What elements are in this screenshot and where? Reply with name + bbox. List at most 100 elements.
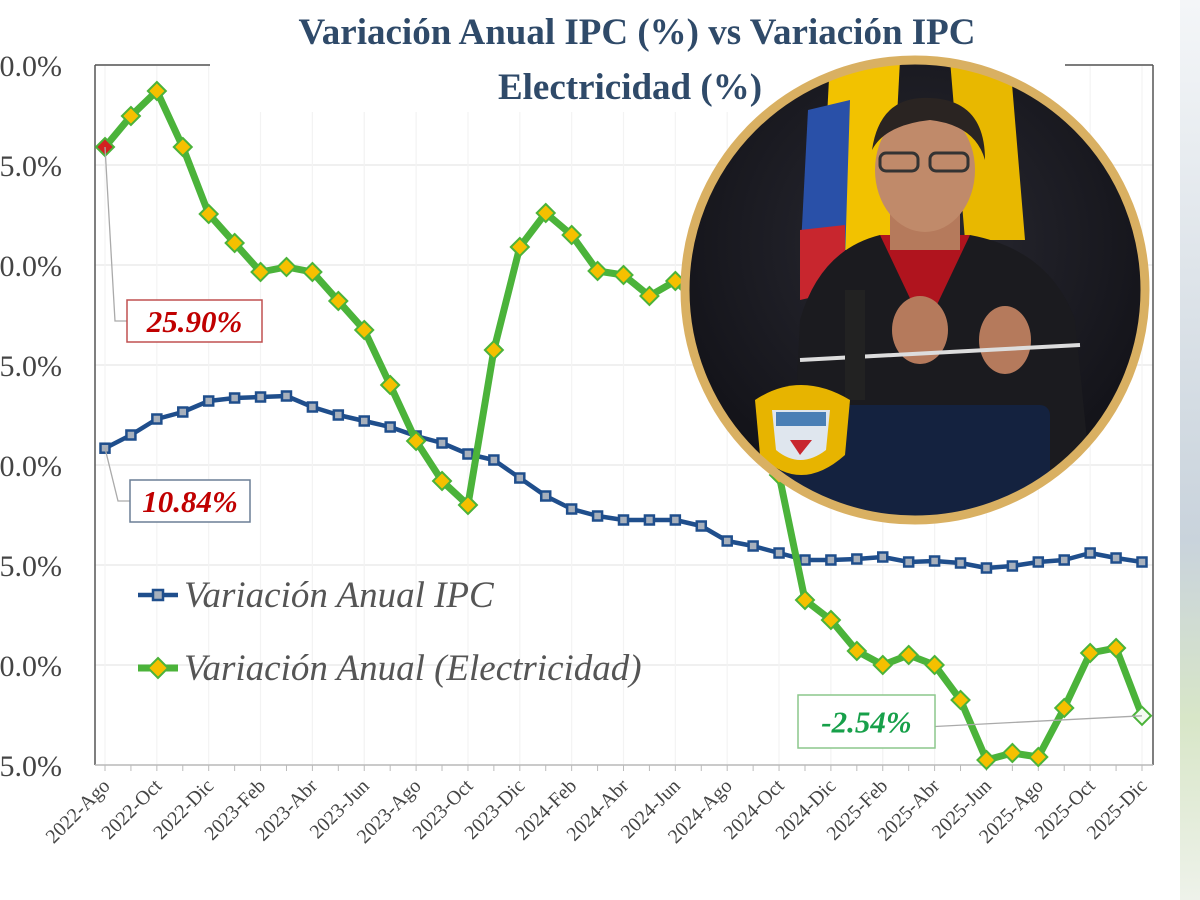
ipc-point xyxy=(877,551,889,563)
series-layer xyxy=(94,80,1153,771)
ipc-point xyxy=(747,540,759,552)
legend-label: Variación Anual (Electricidad) xyxy=(184,648,642,689)
x-axis-ticks: 2022-Ago2022-Oct2022-Dic2023-Feb2023-Abr… xyxy=(42,775,1152,848)
ipc-point xyxy=(669,514,682,526)
ipc-point xyxy=(851,553,863,565)
legend-marker xyxy=(151,588,165,602)
ipc-point xyxy=(617,514,630,526)
electricity-point xyxy=(431,470,453,492)
y-tick-label: 25.0% xyxy=(0,150,62,183)
electricity-point xyxy=(1053,697,1075,719)
electricity-point xyxy=(898,644,920,666)
ipc-point xyxy=(1032,556,1045,568)
ipc-point xyxy=(384,421,396,433)
ipc-point xyxy=(643,514,656,526)
y-tick-label: 5.0% xyxy=(0,550,62,583)
electricity-point xyxy=(276,256,297,278)
portrait-photo xyxy=(680,55,1150,525)
legend: Variación Anual IPC Variación Anual (Elec… xyxy=(138,575,642,689)
ipc-point xyxy=(125,429,137,441)
ipc-point xyxy=(773,547,785,559)
electricity-point xyxy=(950,689,971,711)
ipc-point xyxy=(436,437,448,449)
electricity-point xyxy=(587,260,608,282)
electricity-point xyxy=(1079,642,1101,664)
ipc-point xyxy=(358,415,370,427)
y-tick-label: -5.0% xyxy=(0,750,62,783)
electricity-point xyxy=(353,319,375,341)
electricity-point xyxy=(483,339,505,361)
ipc-point xyxy=(332,409,345,421)
podium xyxy=(780,405,1050,518)
x-tick-label: 2022-Ago xyxy=(42,775,115,848)
y-tick-label: 20.0% xyxy=(0,250,62,283)
y-tick-label: 0.0% xyxy=(0,650,62,683)
ipc-point xyxy=(228,392,241,404)
electricity-point xyxy=(1001,742,1023,764)
ipc-point xyxy=(980,562,993,574)
annotation-box xyxy=(129,479,251,523)
electricity-point xyxy=(457,494,479,516)
annotation-leader xyxy=(104,146,127,322)
ipc-point xyxy=(954,557,967,569)
electricity-point xyxy=(327,290,349,312)
ipc-point xyxy=(825,554,837,566)
electricity-point xyxy=(639,285,660,307)
ipc-point xyxy=(799,554,811,566)
annotation-label: 25.90% xyxy=(146,304,243,339)
ipc-point xyxy=(1110,552,1122,564)
legend-marker xyxy=(146,656,170,680)
ipc-point xyxy=(1058,554,1070,566)
ipc-point xyxy=(306,401,319,413)
annotation-box xyxy=(797,694,936,749)
ipc-point xyxy=(928,555,941,567)
y-tick-label: 10.0% xyxy=(0,450,62,483)
legend-label: Variación Anual IPC xyxy=(184,575,495,616)
ipc-point xyxy=(1136,556,1148,568)
annotation-label: 10.84% xyxy=(142,484,238,519)
annotations: 25.90% 10.84% -2.54% xyxy=(104,146,1143,749)
ipc-point xyxy=(514,472,526,484)
ipc-point xyxy=(539,490,552,502)
electricity-point xyxy=(846,640,868,662)
electricity-point xyxy=(250,261,271,283)
ipc-point xyxy=(151,413,163,425)
electricity-point xyxy=(172,136,194,158)
ipc-point xyxy=(1084,547,1096,559)
ipc-point xyxy=(695,520,708,532)
ipc-point xyxy=(462,448,474,460)
electricity-point xyxy=(1027,746,1049,768)
electricity-point xyxy=(198,203,220,225)
electricity-point xyxy=(301,261,323,283)
electricity-point xyxy=(976,749,997,771)
electricity-point xyxy=(1105,637,1127,659)
title-line-2: Electricidad (%) xyxy=(498,67,762,108)
electricity-point xyxy=(561,224,583,246)
electricity-point xyxy=(613,264,634,286)
coat-of-arms xyxy=(755,385,850,475)
electricity-point xyxy=(224,232,246,254)
electricity-point xyxy=(379,374,401,396)
annotation-box xyxy=(126,299,263,343)
ipc-point xyxy=(488,454,500,466)
ipc-point xyxy=(902,556,915,568)
title-line-1: Variación Anual IPC (%) vs Variación IPC xyxy=(298,12,975,53)
ipc-point xyxy=(202,395,215,407)
chart-title: Variación Anual IPC (%) vs Variación IPC… xyxy=(210,0,1065,112)
y-tick-label: 30.0% xyxy=(0,50,62,83)
annotation-leader xyxy=(104,448,130,502)
electricity-point xyxy=(509,236,531,258)
photo-frame xyxy=(680,55,1150,525)
electricity-point xyxy=(924,654,946,676)
right-edge-strip xyxy=(1180,0,1200,900)
electricity-point xyxy=(535,202,557,224)
electricity-point xyxy=(146,80,168,102)
electricity-point xyxy=(120,105,142,127)
y-axis-ticks: 30.0% 25.0% 20.0% 15.0% 10.0% 5.0% 0.0% -5.0% xyxy=(0,50,62,783)
electricity-point xyxy=(872,654,894,676)
ipc-point xyxy=(565,503,578,515)
ipc-point xyxy=(1006,560,1019,572)
annotation-leader xyxy=(934,715,1143,728)
ipc-point xyxy=(280,390,293,402)
